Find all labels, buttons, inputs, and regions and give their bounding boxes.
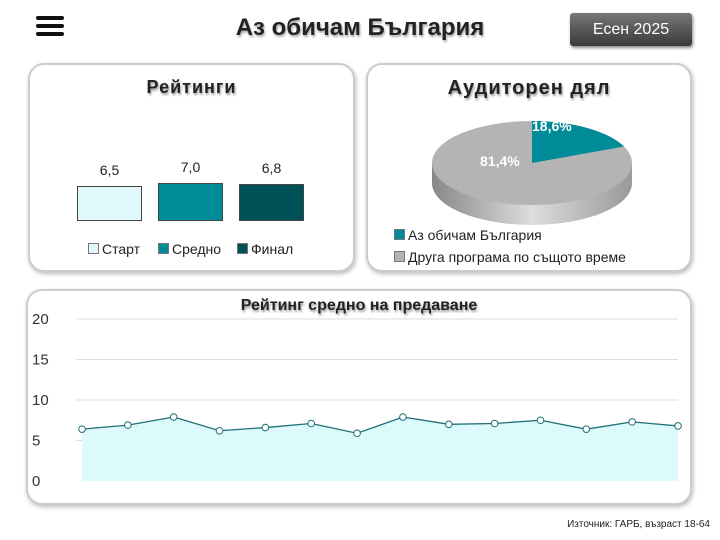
- ratings-title: Рейтинги: [146, 77, 237, 97]
- y-tick-label: 15: [32, 352, 49, 369]
- data-point: [674, 422, 682, 430]
- pie-slice-main: [532, 121, 625, 163]
- area-chart: 0 5 10 15 20: [32, 311, 682, 490]
- data-point: [490, 419, 499, 428]
- bar-0: [77, 185, 142, 221]
- y-tick-label: 10: [32, 392, 49, 409]
- bar-2: [239, 184, 304, 221]
- data-point: [124, 421, 132, 429]
- bar-label: 6,5: [99, 161, 120, 178]
- y-tick-label: 20: [32, 311, 49, 328]
- legend-swatch: [237, 243, 248, 254]
- data-point: [628, 418, 636, 426]
- legend-item: Старт: [88, 241, 140, 257]
- legend-swatch: [394, 229, 405, 240]
- y-tick-label: 5: [32, 433, 40, 450]
- area-fill: [82, 417, 678, 481]
- ratings-panel: Рейтинги 6,5 Старт 7,0 Средно 6,8 Финал: [28, 63, 355, 272]
- episode-title: Рейтинг средно на предаване: [240, 297, 478, 314]
- source-note: Източник: ГАРБ, възраст 18-64: [567, 519, 710, 530]
- series-line: [81, 416, 679, 434]
- data-point: [353, 429, 361, 438]
- legend-item: Финал: [237, 241, 293, 257]
- legend-item: Средно: [158, 241, 221, 257]
- data-point: [582, 425, 591, 433]
- data-point: [399, 413, 407, 421]
- data-point: [536, 416, 545, 425]
- data-point: [215, 426, 224, 435]
- y-tick-label: 0: [32, 473, 40, 490]
- page-title: Аз обичам България: [235, 14, 485, 41]
- data-point: [169, 413, 178, 421]
- bar-label: 7,0: [180, 159, 201, 176]
- share-title: Аудиторен дял: [447, 77, 611, 99]
- share-panel: Аудиторен дял 18,6% 81,4% Аз обичам Бълг…: [366, 63, 692, 272]
- legend-swatch: [158, 243, 169, 254]
- pie-label-main: 18,6%: [532, 118, 572, 134]
- data-point: [261, 423, 270, 432]
- data-point: [307, 419, 316, 428]
- pie-chart: 18,6% 81,4%: [432, 118, 632, 225]
- menu-icon[interactable]: [36, 16, 64, 40]
- data-point: [78, 425, 86, 433]
- bar-1: [158, 183, 223, 221]
- bar-label: 6,8: [261, 160, 282, 177]
- legend-swatch: [88, 243, 99, 254]
- season-badge[interactable]: Есен 2025: [570, 13, 692, 46]
- legend-item-main: Аз обичам България: [394, 227, 542, 243]
- legend-swatch: [394, 251, 405, 262]
- pie-label-other: 81,4%: [480, 153, 520, 169]
- episode-panel: Рейтинг средно на предаване 0 5 10 15 20: [26, 289, 692, 505]
- legend-item-other: Друга програма по същото време: [394, 249, 626, 265]
- data-point: [444, 420, 453, 429]
